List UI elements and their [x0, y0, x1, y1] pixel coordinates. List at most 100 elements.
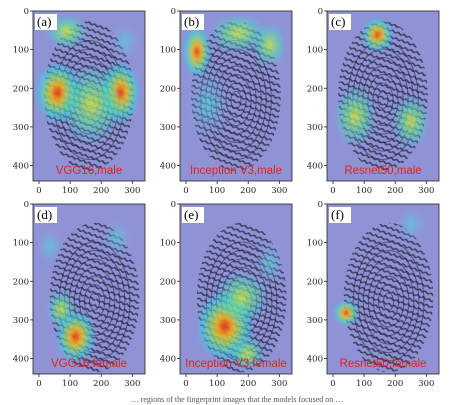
attention-hotspot	[255, 241, 285, 286]
panel-letter: (a)	[37, 14, 51, 29]
panel-frame	[179, 203, 293, 375]
attention-hotspot	[102, 220, 132, 256]
bottom-strip-text: … regions of the fingerprint images that…	[131, 395, 344, 404]
x-tick-label: 100	[356, 379, 372, 389]
attention-hotspot	[396, 206, 426, 243]
y-tick-label: 200	[160, 277, 176, 287]
panel-caption: VGG16,male	[56, 165, 122, 177]
fingerprint-image	[343, 222, 434, 373]
x-tick-label: 0	[183, 379, 188, 389]
heatmap-panel: 0 100 200 300 400 0 100 200 300 (b) Inception V3,m…	[160, 7, 293, 196]
panel-letter: (d)	[37, 207, 52, 222]
x-tick-label: 300	[124, 379, 140, 389]
attention-hotspot	[46, 289, 76, 330]
y-tick-label: 400	[13, 162, 29, 172]
fingerprint-ridge	[230, 90, 242, 110]
x-tick-label: 100	[62, 186, 78, 196]
y-tick-label: 100	[160, 239, 176, 249]
panel-frame	[179, 10, 293, 182]
y-tick-label: 400	[160, 355, 176, 365]
fingerprint-ridge	[377, 90, 389, 110]
fingerprint-ridge	[383, 292, 395, 311]
x-tick-label: 300	[418, 186, 434, 196]
heatmap-panel: 0 100 200 300 400 0 100 200 300 (f) Resnet50,femal…	[307, 200, 440, 389]
panel-letter: (b)	[184, 14, 199, 29]
y-tick-label: 100	[160, 46, 176, 56]
y-tick-label: 200	[307, 277, 323, 287]
heatmap-panel: 0 100 200 300 400 0 100 200 300 (a) VGG16,male	[13, 7, 146, 196]
panel-letter: (f)	[331, 207, 344, 222]
fingerprint-ridge	[367, 266, 410, 337]
panel-caption: VGG16,female	[51, 358, 127, 370]
y-tick-label: 200	[13, 277, 29, 287]
x-tick-label: 300	[124, 186, 140, 196]
fingerprint-ridge	[78, 275, 111, 328]
attention-hotspot	[110, 23, 140, 60]
attention-hotspot	[229, 335, 265, 372]
fingerprint-ridge	[83, 283, 106, 320]
y-tick-label: 300	[160, 123, 176, 133]
y-tick-label: 0	[24, 7, 29, 17]
panel-caption: Inception V3,male	[190, 165, 282, 177]
y-tick-label: 0	[318, 200, 323, 210]
attention-hotspot	[252, 22, 288, 68]
x-tick-label: 200	[387, 379, 403, 389]
attention-hotspot	[186, 69, 230, 140]
x-tick-label: 200	[387, 186, 403, 196]
panel-letter: (c)	[331, 14, 345, 29]
fingerprint-ridge	[377, 283, 400, 320]
attention-hotspot	[36, 228, 63, 265]
y-tick-label: 300	[13, 123, 29, 133]
y-tick-label: 300	[307, 123, 323, 133]
heatmap-panel: 0 100 200 300 400 0 100 200 300 (c) Resnet50,male	[307, 7, 440, 196]
attention-hotspot	[361, 17, 394, 53]
panel-letter-background	[35, 14, 57, 30]
x-tick-label: 100	[209, 186, 225, 196]
y-tick-label: 400	[160, 162, 176, 172]
attention-hotspot	[182, 25, 212, 79]
y-tick-label: 300	[307, 316, 323, 326]
x-tick-label: 100	[209, 379, 225, 389]
x-tick-label: 0	[330, 379, 335, 389]
fingerprint-ridge	[89, 292, 101, 311]
panel-caption: Resnet50,female	[340, 358, 427, 370]
panel-caption: Inception V3,female	[185, 358, 287, 370]
y-tick-label: 100	[13, 46, 29, 56]
attention-hotspot	[332, 299, 360, 327]
panel-frame	[326, 10, 440, 182]
y-tick-label: 0	[24, 200, 29, 210]
panel-letter-background	[329, 14, 351, 30]
x-tick-label: 300	[271, 186, 287, 196]
y-tick-label: 200	[160, 84, 176, 94]
x-tick-label: 300	[271, 379, 287, 389]
panel-letter: (e)	[184, 207, 198, 222]
x-tick-label: 300	[418, 379, 434, 389]
attention-hotspot	[333, 85, 377, 148]
y-tick-label: 0	[171, 7, 176, 17]
x-tick-label: 200	[93, 379, 109, 389]
x-tick-label: 200	[240, 186, 256, 196]
x-tick-label: 0	[183, 186, 188, 196]
y-tick-label: 100	[13, 239, 29, 249]
panel-frame	[326, 203, 440, 375]
x-tick-label: 0	[330, 186, 335, 196]
heatmap-panel: 0 100 200 300 400 0 100 200 300 (e) Inception V3,f…	[160, 200, 293, 389]
y-tick-label: 0	[318, 7, 323, 17]
panel-frame	[32, 203, 146, 375]
fingerprint-ridge	[357, 249, 420, 354]
panel-frame	[32, 10, 146, 182]
y-tick-label: 400	[307, 355, 323, 365]
attention-hotspot	[392, 94, 430, 149]
x-tick-label: 200	[93, 186, 109, 196]
heatmap-panel: 0 100 200 300 400 0 100 200 300 (d) VGG16,female	[13, 200, 146, 389]
panel-letter-background	[182, 14, 204, 30]
panel-caption: Resnet50,male	[344, 165, 421, 177]
attention-hotspot	[215, 270, 268, 325]
y-tick-label: 0	[171, 200, 176, 210]
x-tick-label: 0	[36, 379, 41, 389]
panel-letter-background	[182, 207, 204, 223]
y-tick-label: 100	[307, 46, 323, 56]
y-tick-label: 100	[307, 239, 323, 249]
y-tick-label: 300	[160, 316, 176, 326]
